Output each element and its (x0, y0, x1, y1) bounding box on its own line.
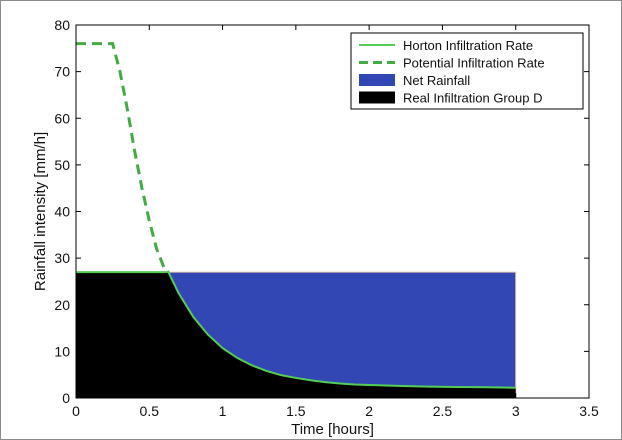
y-tick-label: 50 (54, 157, 70, 173)
legend-label: Potential Infiltration Rate (403, 56, 545, 71)
x-tick-label: 2 (365, 403, 373, 419)
y-axis-label: Rainfall intensity [mm/h] (32, 132, 49, 291)
potential-infiltration-line (76, 42, 170, 274)
y-tick-label: 30 (54, 250, 70, 266)
x-axis-label: Time [hours] (291, 421, 374, 438)
horton-infiltration-line (76, 271, 516, 389)
real-infiltration-area (76, 272, 516, 398)
x-tick-label: 0 (72, 403, 80, 419)
y-tick-label: 10 (54, 343, 70, 359)
x-tick-label: 1 (219, 403, 227, 419)
legend-item: Net Rainfall (359, 73, 470, 88)
x-tick-label: 3.5 (579, 403, 599, 419)
legend-item: Horton Infiltration Rate (359, 38, 533, 53)
x-tick-label: 2.5 (433, 403, 453, 419)
legend-swatch-net-rainfall (359, 74, 395, 86)
y-tick-label: 60 (54, 110, 70, 126)
legend-item: Real Infiltration Group D (359, 91, 542, 106)
x-tick-label: 3 (512, 403, 520, 419)
area-layer (75, 271, 517, 399)
legend-item: Potential Infiltration Rate (359, 56, 545, 71)
y-tick-label: 40 (54, 204, 70, 220)
y-tick-label: 0 (62, 390, 70, 406)
line-layer (76, 42, 516, 389)
legend-label: Real Infiltration Group D (403, 91, 542, 106)
legend-label: Net Rainfall (403, 73, 470, 88)
legend: Horton Infiltration Rate Potential Infilt… (350, 32, 584, 110)
x-tick-label: 1.5 (286, 403, 306, 419)
y-tick-label: 80 (54, 17, 70, 33)
legend-label: Horton Infiltration Rate (403, 38, 533, 53)
y-tick-label: 20 (54, 297, 70, 313)
y-tick-label: 70 (54, 64, 70, 80)
x-tick-label: 0.5 (140, 403, 160, 419)
legend-swatch-real-infiltration (359, 91, 395, 104)
y-axis: 0 10 20 30 40 50 60 70 80 (54, 17, 589, 406)
x-axis: 0 0.5 1 1.5 2 2.5 3 3.5 (72, 25, 599, 419)
